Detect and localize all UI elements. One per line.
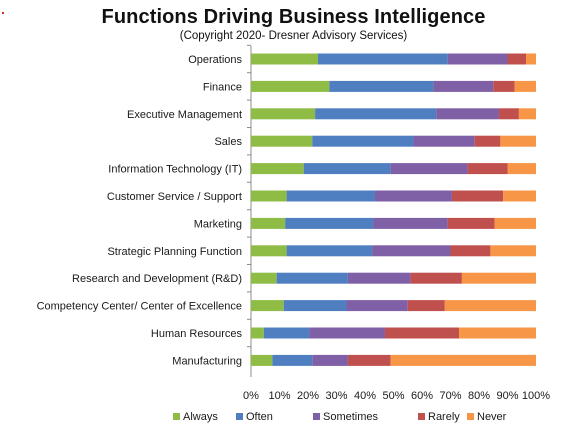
legend-swatch-never xyxy=(467,413,474,420)
bar-segment-sometimes xyxy=(309,327,385,339)
bar-segment-sometimes xyxy=(373,217,448,229)
bar-segment-often xyxy=(286,190,375,202)
bar-segment-always xyxy=(251,300,284,312)
bar-segment-always xyxy=(251,327,264,339)
bar-segment-sometimes xyxy=(374,190,452,202)
bar-segment-rarely xyxy=(407,300,445,312)
bar-segment-never xyxy=(490,245,536,257)
bar-segment-always xyxy=(251,217,286,229)
legend-label-often: Often xyxy=(246,411,273,423)
x-tick-label: 40% xyxy=(354,390,376,402)
bar-segment-always xyxy=(251,190,287,202)
bar-segment-sometimes xyxy=(447,53,508,65)
bar-segment-sometimes xyxy=(433,80,494,92)
bar-segment-always xyxy=(251,80,330,92)
category-label: Competency Center/ Center of Excellence xyxy=(37,301,242,313)
x-tick-label: 0% xyxy=(243,390,259,402)
x-tick-label: 20% xyxy=(297,390,319,402)
bar-segment-sometimes xyxy=(346,300,408,312)
bar-segment-always xyxy=(251,53,318,65)
bar-segment-always xyxy=(251,245,287,257)
bar-segment-always xyxy=(251,354,273,366)
category-label: Manufacturing xyxy=(172,355,242,367)
bar-segment-often xyxy=(272,354,313,366)
bar-segment-always xyxy=(251,163,304,175)
category-label: Operations xyxy=(188,54,242,66)
x-tick-label: 80% xyxy=(468,390,490,402)
bar-segment-often xyxy=(286,245,373,257)
bar-segment-often xyxy=(303,163,391,175)
legend-swatch-rarely xyxy=(418,413,425,420)
bar-segment-never xyxy=(444,300,536,312)
bar-segment-often xyxy=(329,80,434,92)
bar-segment-sometimes xyxy=(436,108,499,120)
bar-segment-rarely xyxy=(447,217,495,229)
x-tick-label: 60% xyxy=(411,390,433,402)
legend-swatch-always xyxy=(173,413,180,420)
category-label: Customer Service / Support xyxy=(107,191,242,203)
bar-segment-never xyxy=(507,163,536,175)
x-tick-label: 90% xyxy=(496,390,518,402)
legend-label-never: Never xyxy=(477,411,507,423)
bar-segment-often xyxy=(315,108,437,120)
bar-segment-rarely xyxy=(347,354,391,366)
bar-segment-rarely xyxy=(451,190,504,202)
category-label: Sales xyxy=(214,136,242,148)
bar-segment-always xyxy=(251,135,313,147)
legend-swatch-often xyxy=(236,413,243,420)
legend-label-rarely: Rarely xyxy=(428,411,460,423)
bar-segment-sometimes xyxy=(347,272,411,284)
bar-segment-sometimes xyxy=(413,135,475,147)
bar-segment-never xyxy=(459,327,536,339)
bar-segment-rarely xyxy=(507,53,527,65)
category-label: Finance xyxy=(203,81,242,93)
legend-label-always: Always xyxy=(183,411,218,423)
category-label: Executive Management xyxy=(127,109,242,121)
bar-segment-sometimes xyxy=(372,245,451,257)
bar-segment-never xyxy=(514,80,536,92)
bar-segment-rarely xyxy=(498,108,519,120)
bar-segment-never xyxy=(526,53,536,65)
x-tick-label: 100% xyxy=(522,390,550,402)
bar-segment-never xyxy=(461,272,536,284)
bar-segment-always xyxy=(251,108,316,120)
bar-segment-never xyxy=(390,354,536,366)
bar-segment-rarely xyxy=(467,163,508,175)
bar-segment-never xyxy=(518,108,536,120)
category-label: Strategic Planning Function xyxy=(107,246,242,258)
legend-swatch-sometimes xyxy=(313,413,320,420)
bar-segment-never xyxy=(494,217,536,229)
x-tick-label: 50% xyxy=(382,390,404,402)
bar-segment-often xyxy=(283,300,347,312)
x-tick-label: 70% xyxy=(439,390,461,402)
bar-segment-never xyxy=(503,190,536,202)
bar-segment-rarely xyxy=(384,327,460,339)
bar-segment-rarely xyxy=(474,135,501,147)
category-label: Research and Development (R&D) xyxy=(72,273,242,285)
x-tick-label: 30% xyxy=(325,390,347,402)
category-label: Human Resources xyxy=(151,328,243,340)
stray-red-dot xyxy=(2,12,4,14)
bar-segment-rarely xyxy=(493,80,515,92)
bar-segment-often xyxy=(263,327,310,339)
bar-segment-sometimes xyxy=(390,163,468,175)
bar-segment-often xyxy=(285,217,374,229)
bar-segment-never xyxy=(500,135,536,147)
bar-segment-rarely xyxy=(410,272,462,284)
bar-segment-rarely xyxy=(450,245,491,257)
chart-subtitle: (Copyright 2020- Dresner Advisory Servic… xyxy=(179,30,408,42)
category-label: Information Technology (IT) xyxy=(108,164,242,176)
bar-segment-often xyxy=(312,135,414,147)
bar-segment-often xyxy=(276,272,348,284)
bar-segment-often xyxy=(317,53,448,65)
bar-segment-sometimes xyxy=(312,354,348,366)
legend-label-sometimes: Sometimes xyxy=(323,411,379,423)
category-label: Marketing xyxy=(194,218,242,230)
chart-title: Functions Driving Business Intelligence xyxy=(101,6,486,28)
bar-segment-always xyxy=(251,272,277,284)
x-tick-label: 10% xyxy=(268,390,290,402)
